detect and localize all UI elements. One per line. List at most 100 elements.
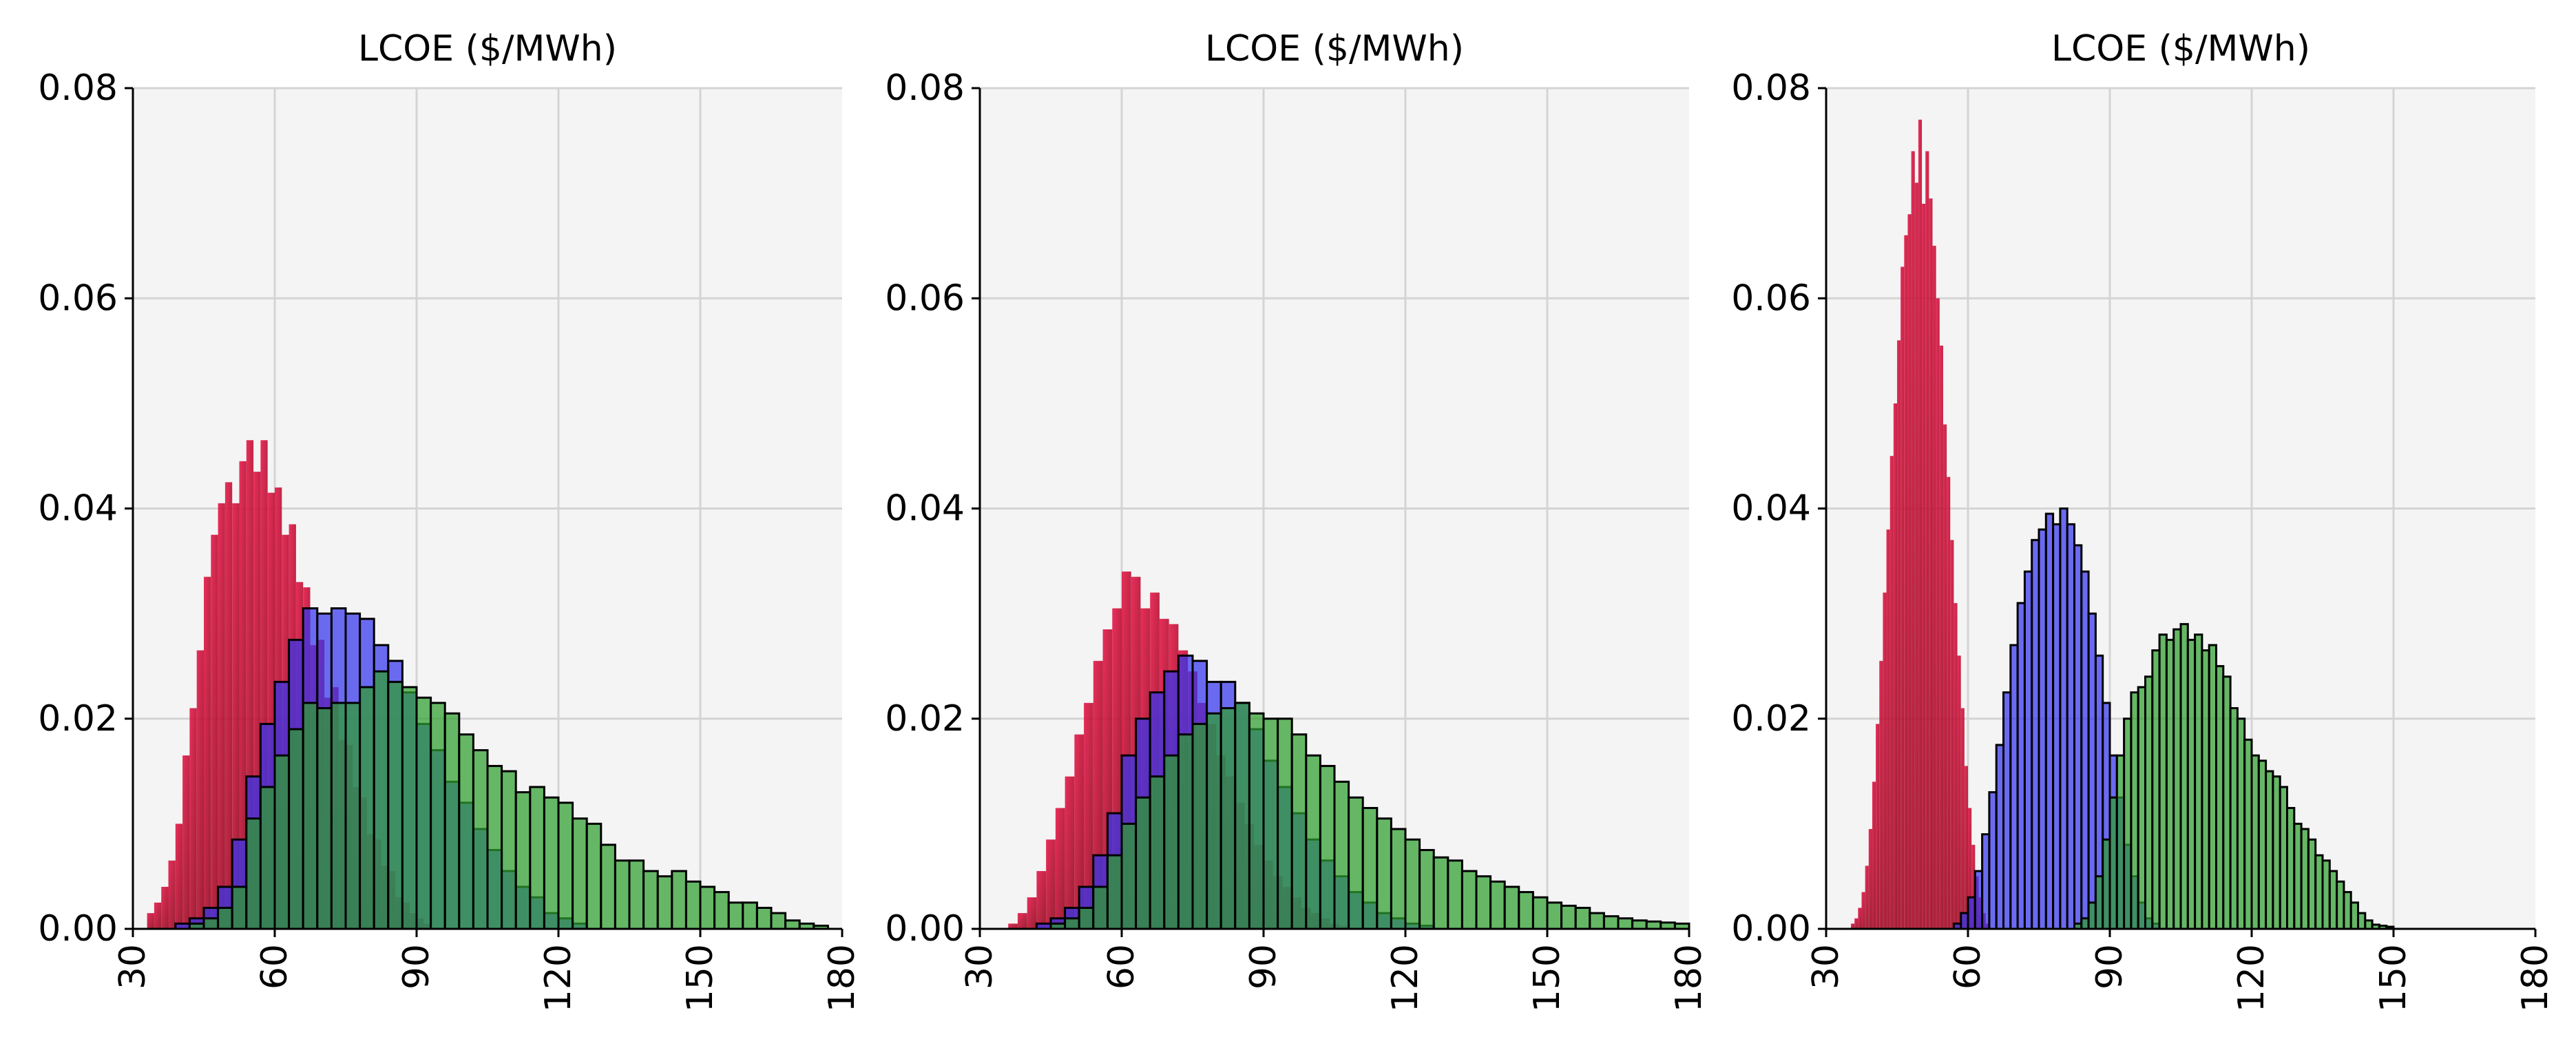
histogram-bar bbox=[1897, 340, 1901, 929]
histogram-bar bbox=[642, 870, 659, 930]
histogram-bar bbox=[2002, 691, 2012, 930]
series-green bbox=[188, 670, 829, 930]
histogram-bar bbox=[1960, 708, 1965, 929]
histogram-bar bbox=[2102, 838, 2111, 930]
histogram-bar bbox=[302, 702, 319, 930]
histogram-bar bbox=[2059, 507, 2069, 930]
histogram-bar bbox=[1078, 906, 1095, 930]
histogram-bar bbox=[472, 749, 489, 930]
histogram-bar bbox=[1163, 754, 1180, 930]
panel-title: LCOE ($/MWh) bbox=[1205, 28, 1464, 70]
histogram-bar bbox=[2349, 901, 2359, 930]
histogram-bar bbox=[2137, 686, 2146, 930]
panel-title: LCOE ($/MWh) bbox=[358, 28, 617, 70]
histogram-bar bbox=[529, 786, 545, 930]
histogram-bar bbox=[259, 786, 276, 930]
histogram-bar bbox=[253, 472, 261, 929]
x-tick-label: 120 bbox=[1385, 944, 1426, 1012]
x-tick-label: 120 bbox=[538, 944, 579, 1012]
histogram-bar bbox=[2222, 675, 2232, 930]
histogram-bar bbox=[1361, 806, 1379, 930]
histogram-bar bbox=[1475, 875, 1492, 930]
histogram-bar bbox=[1925, 151, 1929, 930]
histogram-bar bbox=[501, 770, 517, 930]
histogram-bar bbox=[2165, 638, 2175, 930]
x-tick-label: 30 bbox=[959, 944, 1001, 989]
histogram-bar bbox=[401, 686, 418, 930]
histogram-bar bbox=[2186, 638, 2197, 930]
histogram-bar bbox=[1950, 540, 1954, 929]
histogram-bar bbox=[1960, 912, 1969, 930]
histogram-bar bbox=[415, 696, 432, 930]
histogram-bar bbox=[1120, 822, 1138, 930]
histogram-bar bbox=[1854, 918, 1858, 929]
histogram-bar bbox=[1861, 892, 1865, 929]
histogram-bar bbox=[2023, 570, 2033, 930]
histogram-bar bbox=[1943, 424, 1947, 929]
histogram-bar bbox=[458, 733, 474, 930]
histogram-bar bbox=[2066, 523, 2075, 930]
histogram-bar bbox=[1589, 912, 1605, 930]
histogram-bar bbox=[1319, 764, 1336, 930]
histogram-bar bbox=[260, 440, 268, 929]
histogram-bar bbox=[1904, 235, 1908, 929]
histogram-bar bbox=[1947, 476, 1951, 929]
histogram-bar bbox=[1376, 817, 1392, 930]
x-tick-label: 150 bbox=[680, 944, 721, 1012]
y-tick-label: 0.06 bbox=[1731, 277, 1811, 319]
histogram-bar bbox=[2236, 717, 2246, 930]
y-tick-label: 0.04 bbox=[1731, 488, 1811, 530]
histogram-bar bbox=[218, 503, 225, 929]
histogram-bar bbox=[204, 576, 211, 929]
histogram-bar bbox=[2336, 880, 2345, 930]
y-tick-label: 0.04 bbox=[38, 488, 118, 530]
x-tick-label: 60 bbox=[254, 944, 295, 989]
histogram-bar bbox=[713, 891, 730, 930]
y-tick-label: 0.06 bbox=[885, 277, 965, 319]
histogram-bar bbox=[1432, 856, 1449, 930]
histogram-bar bbox=[1971, 844, 1976, 929]
histogram-bar bbox=[727, 901, 744, 930]
histogram-bar bbox=[1936, 298, 1940, 929]
histogram-bar bbox=[2031, 538, 2040, 930]
histogram-bar bbox=[232, 503, 240, 929]
histogram-bar bbox=[1968, 808, 1972, 929]
histogram-bar bbox=[1106, 854, 1123, 930]
histogram-bar bbox=[2151, 649, 2161, 930]
histogram-bar bbox=[1531, 896, 1549, 930]
histogram-bar bbox=[2314, 854, 2324, 930]
histogram-bar bbox=[224, 482, 233, 929]
y-tick-label: 0.02 bbox=[1731, 698, 1811, 740]
histogram-bar bbox=[2208, 644, 2217, 930]
histogram-bar bbox=[1560, 904, 1577, 930]
histogram-bar bbox=[246, 440, 254, 929]
histogram-bar bbox=[1017, 913, 1027, 929]
histogram-bar bbox=[239, 461, 247, 929]
histogram-bar bbox=[2094, 875, 2104, 930]
histogram-bar bbox=[1868, 829, 1872, 929]
histogram-bar bbox=[557, 801, 574, 930]
histogram-bar bbox=[2307, 838, 2317, 930]
y-tick-label: 0.00 bbox=[1731, 908, 1811, 950]
histogram-bar bbox=[168, 860, 176, 929]
histogram-bar bbox=[1914, 182, 1918, 929]
x-tick-label: 60 bbox=[1947, 944, 1989, 989]
histogram-bar bbox=[231, 885, 248, 930]
histogram-bar bbox=[1404, 838, 1421, 930]
histogram-bar bbox=[742, 901, 758, 930]
histogram-bar bbox=[2130, 691, 2139, 930]
y-tick-label: 0.08 bbox=[885, 67, 965, 109]
panel-title: LCOE ($/MWh) bbox=[2051, 28, 2310, 70]
histogram-bar bbox=[2108, 796, 2118, 930]
y-tick-label: 0.06 bbox=[38, 277, 118, 319]
histogram-bar bbox=[1036, 871, 1047, 929]
histogram-bar bbox=[1027, 897, 1037, 929]
chart-panel-1: 0.00 0.02 0.04 0.06 0.08 30 60 90 120 150 180 LCOE … bbox=[38, 28, 863, 1012]
histogram-bar bbox=[1886, 530, 1890, 929]
histogram-bar bbox=[2123, 717, 2133, 930]
histogram-bar bbox=[2158, 633, 2168, 930]
histogram-bar bbox=[2087, 901, 2097, 930]
histogram-bar bbox=[684, 880, 702, 930]
histogram-bar bbox=[161, 886, 169, 929]
histogram-bar bbox=[196, 650, 204, 929]
